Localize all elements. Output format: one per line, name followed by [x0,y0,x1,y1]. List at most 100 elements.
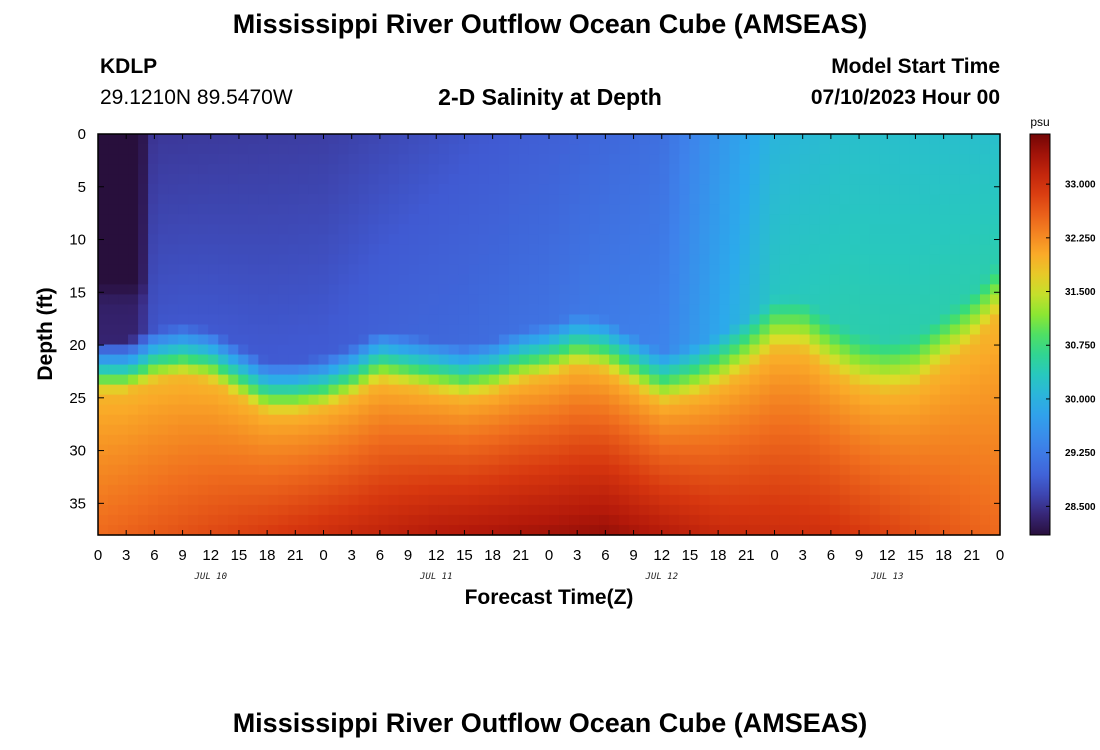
heatmap-cell [669,154,680,165]
heatmap-cell [358,304,370,316]
heatmap-cell [589,504,600,516]
heatmap-cell [779,424,791,436]
heatmap-cell [518,504,530,516]
heatmap-cell [729,284,741,296]
heatmap-cell [949,474,961,486]
heatmap-cell [629,524,640,536]
heatmap-cell [178,204,189,215]
heatmap-cell [939,514,951,526]
heatmap-cell [679,134,690,145]
heatmap-cell [739,254,751,265]
heatmap-cell [739,264,751,275]
heatmap-cell [108,334,119,346]
heatmap-cell [609,154,620,165]
heatmap-cell [358,274,370,285]
heatmap-cell [318,374,330,386]
heatmap-cell [438,224,450,235]
heatmap-cell [859,134,871,145]
heatmap-cell [579,384,590,396]
heatmap-cell [839,164,851,175]
heatmap-cell [218,154,229,165]
heatmap-cell [609,464,620,476]
heatmap-cell [569,304,580,316]
heatmap-cell [609,454,620,466]
heatmap-cell [398,304,410,316]
heatmap-cell [819,474,831,486]
heatmap-cell [549,274,560,285]
heatmap-cell [809,404,821,416]
heatmap-cell [979,284,991,296]
heatmap-cell [829,134,841,145]
heatmap-cell [408,494,420,506]
heatmap-cell [929,214,941,225]
heatmap-cell [619,394,630,406]
heatmap-cell [899,144,911,155]
heatmap-cell [939,244,951,255]
heatmap-cell [388,204,400,215]
heatmap-cell [198,454,209,466]
heatmap-cell [949,324,961,336]
heatmap-cell [799,234,811,245]
heatmap-cell [569,154,580,165]
heatmap-cell [438,244,450,255]
heatmap-cell [98,394,109,406]
heatmap-cell [859,374,871,386]
heatmap-cell [949,454,961,466]
heatmap-cell [849,464,861,476]
heatmap-cell [178,304,189,316]
heatmap-cell [649,524,660,536]
heatmap-cell [719,204,730,215]
heatmap-cell [579,494,590,506]
heatmap-cell [238,504,249,516]
heatmap-cell [799,364,811,376]
heatmap-cell [549,234,560,245]
heatmap-cell [328,494,340,506]
heatmap-cell [358,514,370,526]
heatmap-cell [969,324,981,336]
heatmap-cell [749,254,761,265]
heatmap-cell [879,264,891,275]
heatmap-cell [328,364,340,376]
heatmap-cell [889,344,901,356]
heatmap-cell [498,254,510,265]
heatmap-cell [358,374,370,386]
heatmap-cell [118,314,129,326]
heatmap-cell [378,504,390,516]
heatmap-cell [909,324,921,336]
heatmap-cell [869,224,881,235]
heatmap-cell [358,334,370,346]
heatmap-cell [478,164,490,175]
heatmap-cell [869,244,881,255]
heatmap-cell [679,334,690,346]
heatmap-cell [98,174,109,185]
heatmap-cell [969,364,981,376]
heatmap-cell [819,384,831,396]
heatmap-cell [729,294,741,306]
heatmap-cell [639,374,650,386]
heatmap-cell [589,424,600,436]
heatmap-cell [518,404,530,416]
heatmap-cell [168,254,179,265]
heatmap-cell [849,344,861,356]
heatmap-cell [949,524,961,536]
heatmap-cell [428,294,440,306]
heatmap-cell [749,414,761,426]
heatmap-cell [108,164,119,175]
heatmap-cell [839,384,851,396]
heatmap-cell [178,494,189,506]
heatmap-cell [759,284,771,296]
heatmap-cell [689,354,700,366]
heatmap-cell [739,504,751,516]
heatmap-cell [889,164,901,175]
heatmap-cell [809,434,821,446]
heatmap-cell [579,314,590,326]
heatmap-cell [889,504,901,516]
heatmap-cell [258,214,269,225]
heatmap-cell [959,474,971,486]
heatmap-cell [98,434,109,446]
heatmap-cell [458,414,470,426]
heatmap-cell [188,194,199,205]
heatmap-cell [969,394,981,406]
heatmap-cell [659,324,670,336]
heatmap-cell [478,504,490,516]
